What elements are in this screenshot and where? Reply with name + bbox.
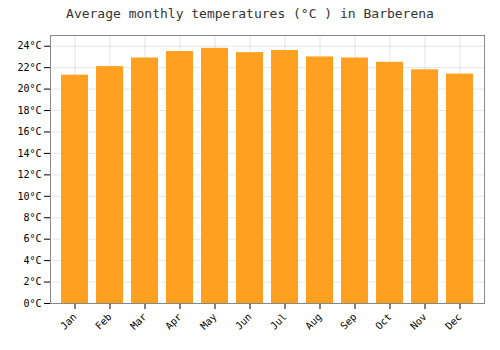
svg-text:18°C: 18°C [17,105,41,116]
svg-text:Sep: Sep [338,311,359,332]
svg-text:Feb: Feb [93,311,114,332]
svg-text:Mar: Mar [128,311,149,332]
svg-text:Aug: Aug [303,311,324,332]
svg-text:Jun: Jun [233,311,254,332]
html-text:Average monthly temperatures (: Average monthly temperatures (°C ) in Ba… [66,6,434,21]
svg-text:12°C: 12°C [17,169,41,180]
svg-text:8°C: 8°C [23,212,41,223]
svg-text:0°C: 0°C [23,298,41,309]
svg-text:May: May [198,311,219,332]
svg-text:10°C: 10°C [17,191,41,202]
svg-text:Dec: Dec [443,311,464,332]
svg-text:24°C: 24°C [17,40,41,51]
svg-text:Apr: Apr [163,311,184,332]
svg-text:Nov: Nov [408,311,429,332]
svg-text:14°C: 14°C [17,148,41,159]
svg-text:22°C: 22°C [17,62,41,73]
svg-text:6°C: 6°C [23,233,41,244]
svg-text:2°C: 2°C [23,276,41,287]
svg-text:Oct: Oct [373,311,394,332]
svg-text:16°C: 16°C [17,126,41,137]
svg-text:20°C: 20°C [17,83,41,94]
svg-text:Jul: Jul [268,311,289,332]
svg-text:4°C: 4°C [23,255,41,266]
svg-text:Jan: Jan [58,311,79,332]
